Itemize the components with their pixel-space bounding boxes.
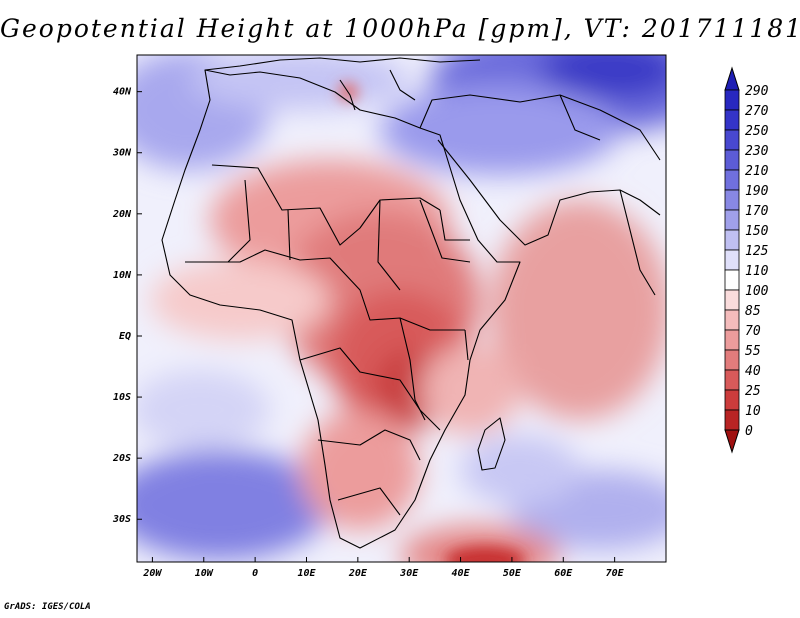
lat-tick-label-6: 20S	[112, 453, 131, 464]
lon-tick-label-4: 20E	[348, 568, 368, 579]
colorbar-label-11: 85	[745, 304, 761, 319]
lon-tick-label-6: 40E	[452, 568, 471, 579]
colorbar-label-13: 55	[745, 344, 761, 359]
height-field	[137, 55, 666, 562]
colorbar-swatch-9	[724, 249, 740, 271]
credit-text: GrADS: IGES/COLA	[4, 602, 91, 612]
lon-tick-label-5: 30E	[399, 568, 419, 579]
colorbar-label-9: 110	[745, 264, 769, 279]
colorbar-label-8: 125	[745, 244, 769, 259]
lat-tick-label-0: 40N	[113, 87, 132, 98]
colorbar-label-5: 190	[745, 184, 769, 199]
lon-tick-label-7: 50E	[503, 568, 522, 579]
lon-tick-label-9: 70E	[606, 568, 625, 579]
map-title: Geopotential Height at 1000hPa [gpm], VT…	[0, 14, 800, 43]
lat-tick-label-3: 10N	[113, 270, 132, 281]
lat-tick-label-5: 10S	[113, 392, 131, 403]
colorbar-swatch-1	[724, 89, 740, 111]
colorbar-swatch-10	[724, 269, 740, 291]
plot-frame	[136, 54, 667, 563]
colorbar-swatch-11	[724, 289, 740, 311]
colorbar-swatch-13	[724, 329, 740, 351]
colorbar-label-6: 170	[745, 204, 769, 219]
lon-tick-label-0: 20W	[142, 568, 162, 579]
lat-tick-label-4: EQ	[119, 331, 131, 342]
lon-tick-label-8: 60E	[554, 568, 573, 579]
colorbar-swatch-14	[724, 349, 740, 371]
colorbar-label-4: 210	[745, 164, 769, 179]
colorbar: 2902702502302101901701501251101008570554…	[724, 66, 769, 454]
colorbar-label-2: 250	[745, 124, 769, 139]
colorbar-swatch-8	[724, 229, 740, 251]
colorbar-swatch-15	[724, 369, 740, 391]
colorbar-label-0: 290	[745, 84, 769, 99]
colorbar-swatch-12	[724, 309, 740, 331]
map-axes: 20W 10W 0 10E 20E 30E 40E 50E 60E 70E 40N 30N 20N 10N…	[112, 87, 625, 579]
colorbar-label-14: 40	[745, 364, 761, 379]
colorbar-swatch-4	[724, 149, 740, 171]
colorbar-bottom-arrow	[724, 429, 740, 454]
colorbar-label-7: 150	[745, 224, 769, 239]
colorbar-swatch-16	[724, 389, 740, 411]
colorbar-label-12: 70	[745, 324, 761, 339]
colorbar-swatch-7	[724, 209, 740, 231]
colorbar-swatch-2	[724, 109, 740, 131]
coastlines	[161, 57, 661, 549]
lon-tick-label-1: 10W	[195, 568, 214, 579]
lon-tick-label-3: 10E	[297, 568, 316, 579]
colorbar-top-arrow	[724, 66, 740, 91]
colorbar-label-17: 0	[745, 424, 753, 439]
lat-tick-label-2: 20N	[112, 209, 132, 220]
colorbar-label-1: 270	[745, 104, 769, 119]
colorbar-swatch-3	[724, 129, 740, 151]
colorbar-swatch-6	[724, 189, 740, 211]
colorbar-label-3: 230	[745, 144, 769, 159]
colorbar-label-16: 10	[745, 404, 761, 419]
lat-tick-label-1: 30N	[112, 148, 132, 159]
colorbar-swatch-17	[724, 409, 740, 431]
colorbar-swatch-5	[724, 169, 740, 191]
lat-tick-label-7: 30S	[112, 514, 131, 525]
lon-tick-label-2: 0	[252, 568, 258, 579]
colorbar-label-15: 25	[745, 384, 761, 399]
colorbar-label-10: 100	[745, 284, 769, 299]
